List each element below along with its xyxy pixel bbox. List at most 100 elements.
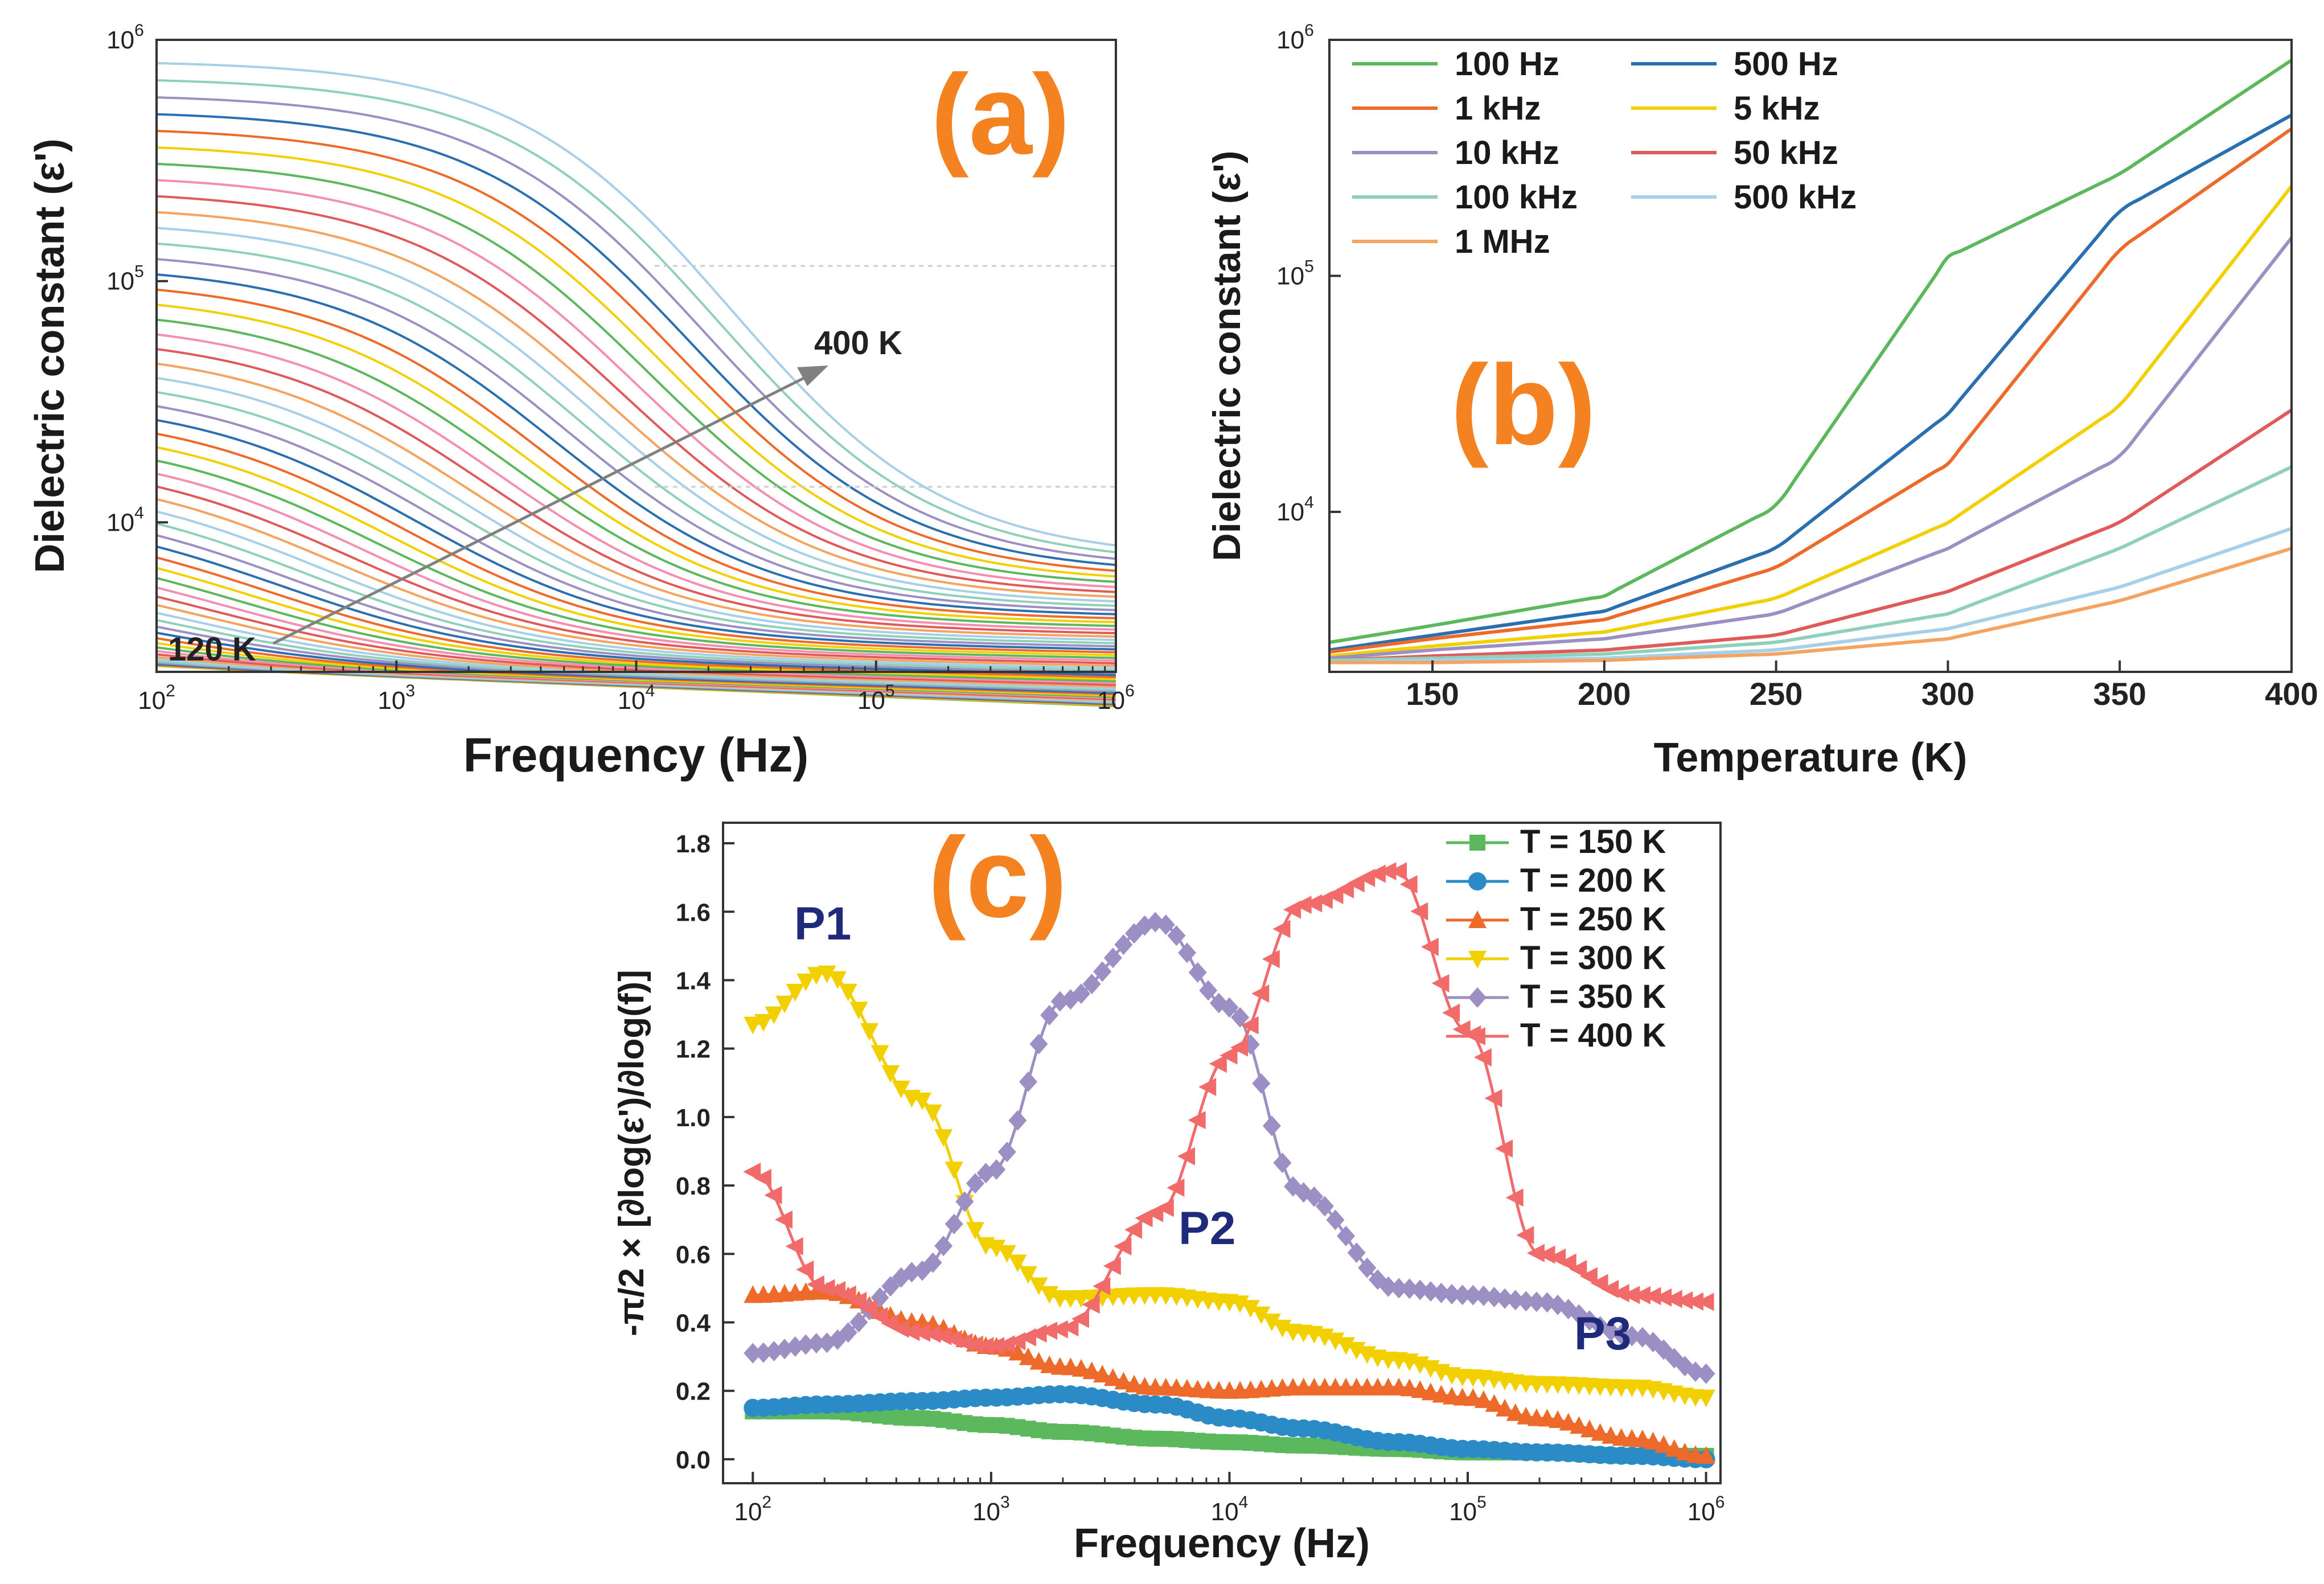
panel-c-marker — [839, 1322, 857, 1343]
panel-c-marker — [1644, 1431, 1662, 1450]
panel-c-marker — [1411, 1380, 1430, 1398]
panel-c-marker — [1124, 1220, 1143, 1239]
panel-c-marker — [881, 1065, 900, 1083]
panel-c-marker — [1526, 1244, 1545, 1262]
panel-c-marker — [754, 1342, 773, 1363]
panel-c-x-ticklabel-0-exp: 2 — [762, 1493, 771, 1512]
panel-c-marker — [987, 1337, 1005, 1356]
panel-c-marker — [1410, 902, 1428, 921]
panel-c-marker — [1262, 950, 1280, 969]
panel-c-marker — [1156, 914, 1175, 935]
panel-b-y-ticklabel-1: 105 — [1276, 257, 1314, 290]
panel-c-marker — [1602, 1426, 1620, 1444]
panel-a-curve-43 — [156, 288, 1116, 619]
panel-c-marker — [1654, 1339, 1673, 1360]
panel-a-curve-13 — [156, 637, 1116, 696]
panel-b-curves — [1329, 59, 2293, 664]
panel-c-marker — [1178, 942, 1197, 963]
panel-a-x-ticklabel-3: 105 — [857, 682, 895, 715]
panel-c-marker — [744, 1016, 762, 1035]
panel-b-y-ticklabel-0-exp: 4 — [1304, 493, 1314, 512]
panel-c-marker — [934, 1327, 952, 1345]
panel-a-curve-47 — [156, 227, 1116, 603]
panel-c-marker — [1654, 1435, 1673, 1453]
panel-c-marker — [1464, 1285, 1483, 1306]
panel-b-legend-label: 1 kHz — [1455, 90, 1541, 127]
panel-c-marker — [1591, 1423, 1609, 1441]
panel-c-marker — [1082, 1361, 1101, 1380]
panel-c-marker — [1177, 1147, 1196, 1166]
panel-a-curve-26 — [156, 522, 1116, 672]
panel-a-curve-38 — [156, 362, 1116, 638]
peak-label-p3: P3 — [1574, 1308, 1631, 1360]
panel-b-legend-label: 5 kHz — [1734, 90, 1820, 127]
panel-c-marker — [1496, 1398, 1514, 1417]
panel-c-legend-label: T = 250 K — [1520, 901, 1666, 938]
panel-b-series-5-khz — [1329, 185, 2293, 658]
panel-c-legend-marker — [1468, 951, 1487, 969]
panel-a-y-ticklabel-0-base: 10 — [106, 508, 134, 536]
panel-c-marker — [1389, 862, 1407, 881]
panel-c-marker — [923, 1252, 942, 1273]
panel-c-marker — [743, 1163, 761, 1181]
panel-a-x-ticklabel-2: 104 — [618, 682, 655, 715]
panel-a-x-label: Frequency (Hz) — [463, 728, 809, 782]
panel-c-marker — [1008, 1110, 1027, 1131]
panel-c-marker — [1697, 1363, 1715, 1384]
panel-a-curve-15 — [156, 625, 1116, 693]
panel-c-y-ticklabel-4: 0.8 — [676, 1172, 711, 1200]
panel-c-marker — [1622, 1286, 1640, 1304]
panel-a-x-ticklabel-4: 106 — [1097, 682, 1135, 715]
panel-c-marker — [1114, 1237, 1132, 1255]
panel-c-x-ticklabel-1-base: 10 — [972, 1498, 1000, 1526]
panel-c-marker — [1390, 1278, 1409, 1299]
panel-c-marker — [934, 1129, 953, 1147]
panel-c-marker — [1188, 962, 1207, 983]
panel-b-series-1-khz — [1329, 127, 2293, 654]
panel-a-y-ticklabel-1: 105 — [106, 262, 144, 296]
panel-c-marker — [1474, 1285, 1493, 1306]
panel-a-curve-44 — [156, 273, 1116, 615]
panel-b-x-label: Temperature (K) — [1654, 735, 1968, 781]
panel-b-tag: (b) — [1451, 342, 1596, 469]
panel-a-curve-57 — [156, 62, 1116, 547]
panel-c-marker — [1484, 1089, 1502, 1107]
panel-c-marker — [849, 1002, 868, 1020]
panel-b-y-ticklabel-1-base: 10 — [1276, 262, 1304, 290]
panel-c-marker — [1495, 1139, 1513, 1158]
panel-c-y-ticklabel-2: 0.4 — [676, 1310, 711, 1337]
panel-c-marker — [1273, 1152, 1292, 1173]
panel-c-marker — [1114, 1372, 1133, 1390]
panel-a-x-ticklabel-2-base: 10 — [618, 687, 646, 715]
panel-c-marker — [987, 1159, 1006, 1180]
panel-c-marker — [839, 983, 857, 1002]
panel-c-marker — [1220, 997, 1239, 1018]
panel-c-marker — [1040, 1004, 1059, 1025]
panel-c-marker — [1008, 1343, 1027, 1361]
panel-c-x-ticklabel-4-base: 10 — [1687, 1498, 1715, 1526]
panel-a-curve-31 — [156, 459, 1116, 659]
panel-c-legend: T = 150 KT = 200 KT = 250 KT = 300 KT = … — [1446, 823, 1666, 1054]
panel-a-arrowhead — [797, 366, 828, 386]
panel-b-x-ticklabel-5: 400 — [2265, 676, 2318, 712]
panel-c-marker — [1241, 1300, 1260, 1318]
panel-c-axes: 102 103 104 105 1060.00.20.40.60.81.01.21.41… — [676, 830, 1725, 1526]
panel-a-curve-25 — [156, 534, 1116, 674]
panel-a-x-ticklabel-1-base: 10 — [377, 687, 405, 715]
panel-c-y-ticklabel-1: 0.2 — [676, 1378, 711, 1406]
panel-c-marker — [1496, 1288, 1514, 1309]
panel-b-y-ticklabel-2: 106 — [1276, 21, 1314, 54]
panel-c-marker — [955, 1191, 974, 1212]
panel-b-series-100-khz — [1329, 465, 2293, 662]
panel-c-marker — [1358, 1257, 1377, 1278]
panel-c-marker — [1675, 1291, 1693, 1310]
panel-c-marker — [1696, 1292, 1714, 1311]
panel-a-curve-48 — [156, 211, 1116, 598]
panel-b-legend-label: 100 kHz — [1455, 179, 1578, 216]
panel-a-y-label: Dielectric constant (ε') — [27, 138, 73, 573]
panel-c-y-ticklabel-8: 1.6 — [676, 898, 711, 926]
panel-c-marker — [1050, 1320, 1068, 1339]
panel-c-y-ticklabel-5: 1.0 — [676, 1104, 711, 1132]
panel-c-marker — [1337, 1225, 1356, 1246]
